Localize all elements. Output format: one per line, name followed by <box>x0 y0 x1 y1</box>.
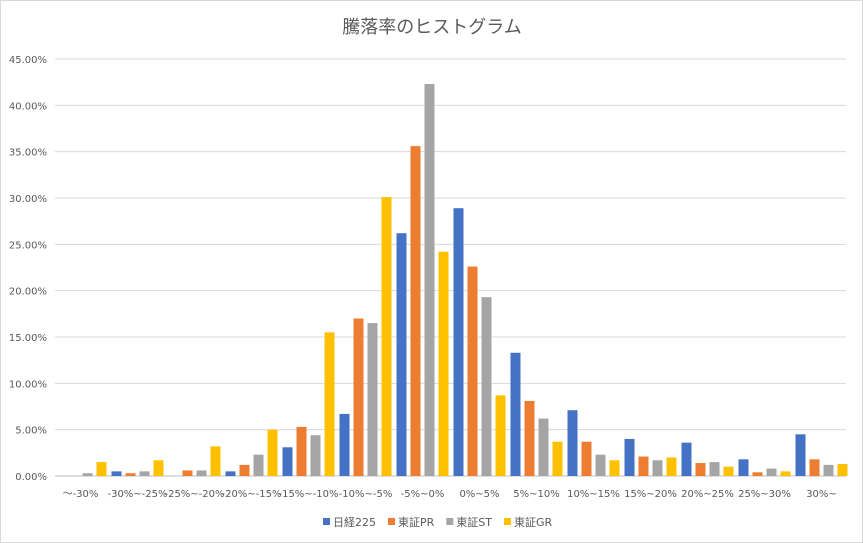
bar-日経225 <box>510 352 521 476</box>
bar-東証GR <box>780 471 791 476</box>
bar-東証PR <box>410 146 421 476</box>
bar-東証GR <box>210 446 221 476</box>
legend-swatch <box>446 518 454 525</box>
legend-label: 東証ST <box>456 516 492 529</box>
x-tick-label: -10%~-5% <box>339 489 393 500</box>
y-tick-label: 0.00% <box>15 472 47 483</box>
y-tick-label: 10.00% <box>9 379 47 390</box>
bar-日経225 <box>738 459 749 476</box>
y-tick-label: 20.00% <box>9 287 47 298</box>
bar-東証ST <box>823 464 834 476</box>
bar-東証ST <box>196 470 207 476</box>
x-tick-label: -30%~-25% <box>107 489 167 500</box>
bar-日経225 <box>339 413 350 476</box>
bar-東証GR <box>666 457 677 476</box>
y-tick-label: 45.00% <box>9 55 47 66</box>
legend-swatch <box>323 518 330 525</box>
x-tick-label: 30%~ <box>806 489 837 500</box>
y-tick-label: 25.00% <box>9 240 47 251</box>
bar-東証GR <box>495 395 506 476</box>
legend-label: 東証GR <box>514 516 553 529</box>
x-tick-label: ～-30% <box>63 489 99 500</box>
bar-日経225 <box>396 233 407 476</box>
x-tick-label: -20%~-15% <box>221 489 281 500</box>
legend-label: 東証PR <box>398 516 435 529</box>
x-tick-label: 20%~25% <box>681 489 734 500</box>
x-tick-label: 0%~5% <box>459 489 499 500</box>
bar-東証ST <box>481 297 492 476</box>
bar-東証PR <box>695 463 706 476</box>
bar-東証GR <box>267 429 278 476</box>
bar-東証PR <box>524 400 535 476</box>
bar-東証PR <box>809 459 820 476</box>
bar-日経225 <box>282 447 293 476</box>
x-tick-label: -5%~0% <box>401 489 445 500</box>
bar-東証ST <box>367 323 378 476</box>
bar-東証ST <box>253 454 264 476</box>
bar-東証ST <box>424 84 435 477</box>
bar-日経225 <box>795 434 806 476</box>
bar-東証PR <box>125 473 136 476</box>
bar-東証ST <box>538 418 549 476</box>
bar-東証GR <box>324 332 335 476</box>
bar-東証GR <box>723 466 734 476</box>
bar-東証ST <box>766 468 777 476</box>
x-tick-label: -25%~-20% <box>164 489 224 500</box>
bar-東証PR <box>638 456 649 476</box>
bar-日経225 <box>567 410 578 476</box>
legend-swatch <box>388 518 395 525</box>
bar-東証GR <box>438 251 449 476</box>
bar-東証GR <box>153 460 164 476</box>
legend-label: 日経225 <box>333 516 376 529</box>
y-tick-label: 5.00% <box>15 426 47 437</box>
y-tick-label: 15.00% <box>9 333 47 344</box>
bar-東証ST <box>595 454 606 476</box>
bar-東証PR <box>467 266 478 476</box>
bar-東証PR <box>182 470 193 476</box>
x-tick-label: 25%~30% <box>738 489 791 500</box>
bar-東証PR <box>353 318 364 476</box>
x-tick-label: 15%~20% <box>624 489 677 500</box>
y-tick-label: 40.00% <box>9 101 47 112</box>
bar-東証ST <box>310 435 321 476</box>
bar-日経225 <box>453 208 464 476</box>
bar-日経225 <box>624 438 635 476</box>
bar-日経225 <box>681 442 692 476</box>
bar-東証ST <box>82 473 93 476</box>
bar-東証GR <box>381 197 392 476</box>
bar-東証GR <box>837 463 848 476</box>
bar-東証GR <box>552 441 563 476</box>
bar-東証PR <box>239 464 250 476</box>
bar-東証GR <box>96 462 107 476</box>
bar-東証PR <box>296 426 307 476</box>
bar-東証PR <box>752 472 763 476</box>
legend-swatch <box>503 518 511 525</box>
bar-東証ST <box>652 460 663 476</box>
x-tick-label: 10%~15% <box>567 489 620 500</box>
bar-東証GR <box>609 460 620 476</box>
bar-日経225 <box>111 471 122 476</box>
bar-東証PR <box>581 441 592 476</box>
chart-title: 騰落率のヒストグラム <box>342 17 521 38</box>
y-tick-label: 30.00% <box>9 194 47 205</box>
x-tick-label: -15%~-10% <box>278 489 338 500</box>
bar-日経225 <box>225 471 236 476</box>
x-tick-label: 5%~10% <box>513 489 559 500</box>
y-tick-label: 35.00% <box>9 148 47 159</box>
bar-東証ST <box>139 471 150 476</box>
bar-東証ST <box>709 462 720 476</box>
